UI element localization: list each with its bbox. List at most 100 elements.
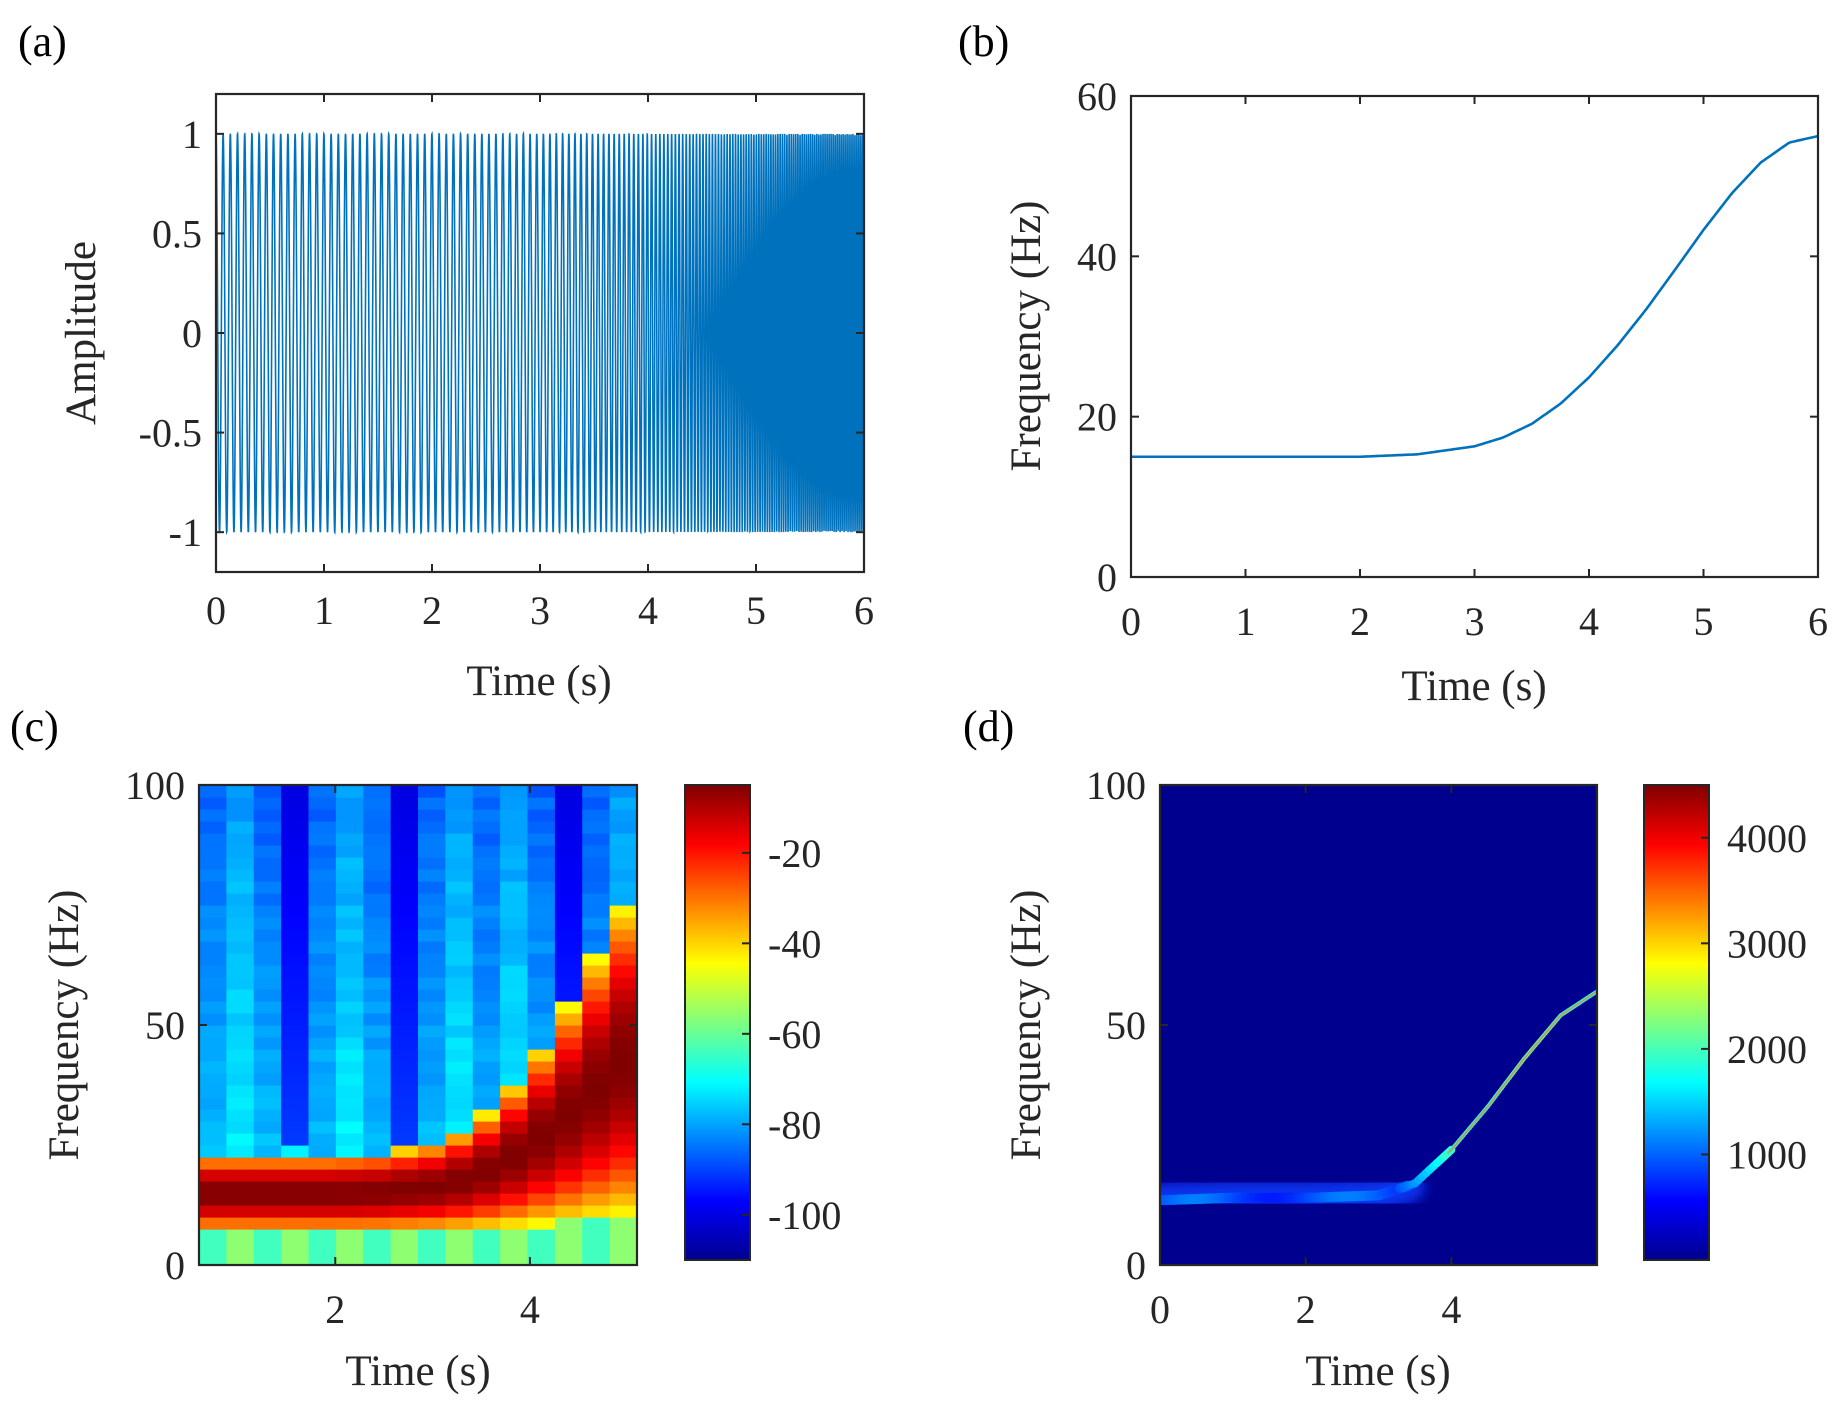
- spectrogram-cell: [609, 797, 637, 810]
- spectrogram-cell: [390, 857, 419, 870]
- spectrogram-cell: [281, 1025, 310, 1038]
- spectrogram-cell: [335, 1061, 364, 1074]
- spectrogram-cell: [199, 1025, 227, 1038]
- spectrogram-cell: [472, 1049, 501, 1062]
- spectrogram-cell: [527, 1001, 556, 1014]
- spectrogram-cell: [253, 1109, 282, 1122]
- spectrogram-cell: [199, 1253, 227, 1265]
- spectrogram-cell: [527, 1025, 556, 1038]
- spectrogram-cell: [363, 893, 392, 906]
- spectrogram-cell: [253, 857, 282, 870]
- x-tick-label: 1: [1236, 599, 1256, 644]
- spectrogram-cell: [281, 953, 310, 966]
- spectrogram-cell: [500, 1145, 529, 1158]
- spectrogram-cell: [472, 1073, 501, 1086]
- spectrogram-cell: [445, 1121, 474, 1134]
- spectrogram-cell: [308, 1121, 337, 1134]
- spectrogram-cell: [554, 845, 583, 858]
- spectrogram-cell: [335, 797, 364, 810]
- spectrogram-cell: [609, 977, 637, 990]
- spectrogram-cell: [390, 1061, 419, 1074]
- spectrogram-cell: [609, 965, 637, 978]
- spectrogram-cell: [445, 1013, 474, 1026]
- x-tick-label: 2: [1296, 1287, 1316, 1332]
- spectrogram-cell: [390, 845, 419, 858]
- spectrogram-cell: [418, 1073, 446, 1086]
- spectrogram-cell: [390, 893, 419, 906]
- spectrogram-cell: [335, 1133, 364, 1146]
- spectrogram-cell: [554, 821, 583, 834]
- x-tick-label: 2: [422, 588, 442, 633]
- spectrogram-cell: [226, 1013, 255, 1026]
- spectrogram-cell: [281, 881, 310, 894]
- spectrogram-cell: [609, 1061, 637, 1074]
- spectrogram-cell: [527, 809, 556, 822]
- spectrogram-cell: [335, 1073, 364, 1086]
- spectrogram-cell: [199, 1241, 227, 1254]
- spectrogram-cell: [363, 905, 392, 918]
- spectrogram-cell: [609, 1025, 637, 1038]
- spectrogram-cell: [199, 1109, 227, 1122]
- chirp-signal-area: [216, 130, 864, 535]
- spectrogram-cell: [226, 1037, 255, 1050]
- spectrogram-cell: [554, 1061, 583, 1074]
- spectrogram-cell: [281, 965, 310, 978]
- spectrogram-cell: [335, 857, 364, 870]
- spectrogram-cell: [281, 929, 310, 942]
- spectrogram-cell: [199, 821, 227, 834]
- spectrogram-cell: [527, 1157, 556, 1170]
- spectrogram-cell: [472, 1025, 501, 1038]
- spectrogram-cell: [390, 965, 419, 978]
- spectrogram-cell: [445, 1025, 474, 1038]
- spectrogram-cell: [445, 1001, 474, 1014]
- spectrogram-cell: [554, 1181, 583, 1194]
- spectrogram-cell: [554, 1133, 583, 1146]
- spectrogram-cell: [281, 1037, 310, 1050]
- spectrogram-cell: [472, 1169, 501, 1182]
- spectrogram-cell: [418, 797, 446, 810]
- spectrogram-cell: [500, 929, 529, 942]
- spectrogram-cell: [281, 869, 310, 882]
- spectrogram-cell: [253, 1229, 282, 1242]
- spectrogram-cell: [281, 1145, 310, 1158]
- spectrogram-cell: [472, 1001, 501, 1014]
- spectrogram-cell: [363, 1097, 392, 1110]
- spectrogram-cell: [226, 1025, 255, 1038]
- spectrogram-cell: [308, 1025, 337, 1038]
- spectrogram-cell: [609, 893, 637, 906]
- spectrogram-cell: [472, 797, 501, 810]
- spectrogram-cell: [281, 1253, 310, 1265]
- spectrogram-cell: [609, 1169, 637, 1182]
- spectrogram-cell: [335, 821, 364, 834]
- spectrogram-cell: [609, 1049, 637, 1062]
- spectrogram-cell: [390, 1133, 419, 1146]
- spectrogram-cell: [363, 869, 392, 882]
- spectrogram-cell: [527, 905, 556, 918]
- spectrogram-cell: [472, 785, 501, 798]
- spectrogram-cell: [308, 1217, 337, 1230]
- xlabel-d: Time (s): [1305, 1348, 1450, 1395]
- spectrogram-cell: [472, 893, 501, 906]
- spectrogram-cell: [582, 1133, 611, 1146]
- spectrogram-cell: [582, 845, 611, 858]
- spectrogram-cell: [582, 821, 611, 834]
- spectrogram-cell: [253, 1193, 282, 1206]
- spectrogram-cell: [199, 797, 227, 810]
- spectrogram-cell: [582, 905, 611, 918]
- spectrogram-cell: [226, 1217, 255, 1230]
- spectrogram-cell: [445, 797, 474, 810]
- spectrogram-cell: [253, 1037, 282, 1050]
- spectrogram-cell: [554, 1073, 583, 1086]
- spectrogram-cell: [527, 1133, 556, 1146]
- spectrogram-cell: [554, 1253, 583, 1265]
- spectrogram-cell: [390, 1025, 419, 1038]
- spectrogram-cell: [418, 857, 446, 870]
- spectrogram-cell: [445, 857, 474, 870]
- spectrogram-cell: [363, 1253, 392, 1265]
- spectrogram-cell: [500, 1049, 529, 1062]
- spectrogram-cell: [472, 929, 501, 942]
- spectrogram-cell: [308, 905, 337, 918]
- spectrogram-cell: [554, 1229, 583, 1242]
- spectrogram-cell: [390, 1049, 419, 1062]
